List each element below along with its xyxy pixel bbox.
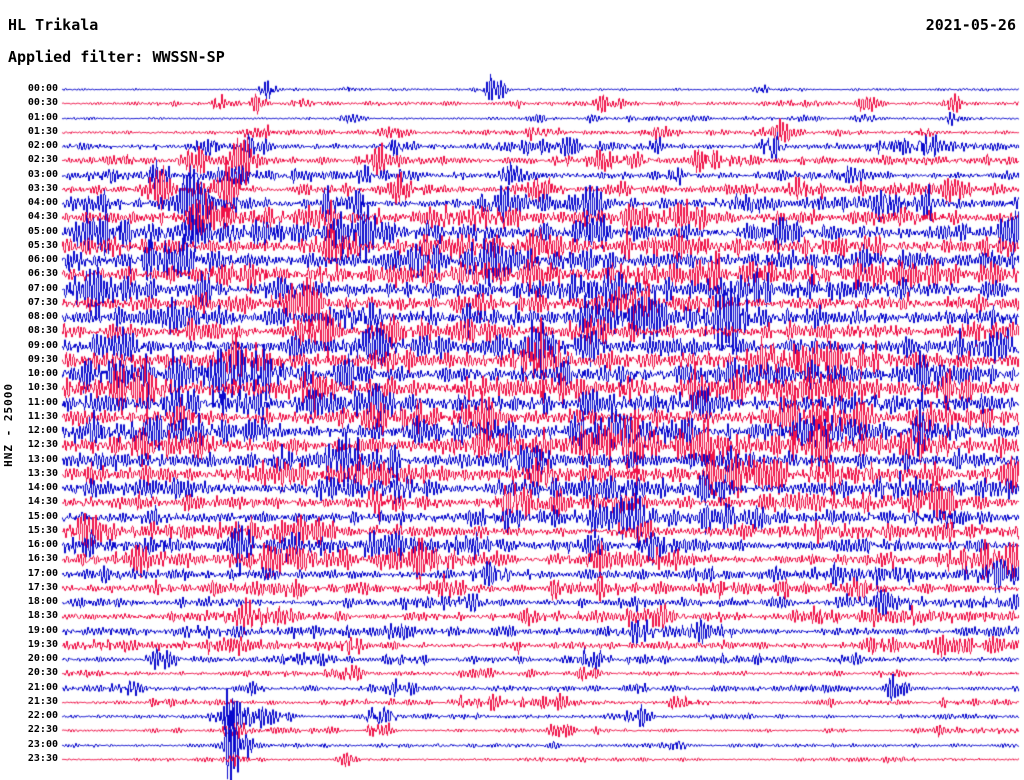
trace-time-label: 16:30 — [27, 553, 58, 565]
trace-time-label: 19:30 — [27, 638, 58, 650]
trace-time-label: 12:30 — [27, 439, 58, 451]
trace-time-label: 20:30 — [27, 667, 58, 679]
trace-time-label: 11:30 — [27, 410, 58, 422]
trace-time-label: 00:00 — [27, 83, 58, 94]
trace-time-label: 03:30 — [27, 182, 58, 194]
station-title: HL Trikala — [8, 16, 99, 34]
trace-time-label: 22:30 — [27, 724, 58, 736]
trace-time-label: 07:00 — [27, 282, 58, 294]
trace-time-label: 07:30 — [27, 296, 58, 308]
trace-time-label: 05:30 — [27, 239, 58, 251]
trace-time-label: 18:30 — [27, 610, 58, 622]
trace-time-label: 17:30 — [27, 581, 58, 593]
trace-time-label: 09:00 — [27, 339, 58, 351]
trace-time-label: 23:00 — [27, 738, 58, 750]
trace-time-label: 14:00 — [27, 482, 58, 494]
trace-time-label: 01:30 — [27, 125, 58, 137]
trace-time-label: 10:00 — [27, 368, 58, 380]
trace-time-label: 22:00 — [27, 710, 58, 722]
trace-time-label: 21:30 — [27, 695, 58, 707]
trace-time-label: 02:30 — [27, 154, 58, 166]
trace-time-label: 11:00 — [27, 396, 58, 408]
trace-time-label: 02:00 — [27, 140, 58, 152]
trace-time-label: 01:00 — [27, 111, 58, 123]
filter-label: Applied filter: WWSSN-SP — [8, 48, 225, 66]
plot-date: 2021-05-26 — [925, 16, 1016, 34]
trace-time-label: 13:30 — [27, 467, 58, 479]
trace-time-label: 17:00 — [27, 567, 58, 579]
trace-time-label: 08:00 — [27, 311, 58, 323]
trace-time-label: 08:30 — [27, 325, 58, 337]
trace-time-label: 16:00 — [27, 539, 58, 551]
trace-time-label: 10:30 — [27, 382, 58, 394]
trace-time-label: 19:00 — [27, 624, 58, 636]
trace-time-label: 23:30 — [27, 753, 58, 764]
trace-time-label: 13:00 — [27, 453, 58, 465]
trace-time-label: 21:00 — [27, 681, 58, 693]
trace-time-label: 14:30 — [27, 496, 58, 508]
trace-time-label: 15:00 — [27, 510, 58, 522]
trace-time-label: 20:00 — [27, 653, 58, 665]
trace-time-label: 04:30 — [27, 211, 58, 223]
trace-time-label: 18:00 — [27, 596, 58, 608]
channel-scale-label: HNZ - 25000 — [1, 330, 16, 520]
trace-time-label: 06:30 — [27, 268, 58, 280]
trace-time-label: 12:00 — [27, 425, 58, 437]
trace-time-label: 06:00 — [27, 254, 58, 266]
trace-time-label: 00:30 — [27, 97, 58, 109]
trace-time-label: 04:00 — [27, 197, 58, 209]
trace-time-label: 15:30 — [27, 524, 58, 536]
trace-time-label: 03:00 — [27, 168, 58, 180]
trace-time-label: 09:30 — [27, 353, 58, 365]
channel-scale-text: HNZ - 25000 — [2, 383, 15, 467]
trace-time-label: 05:00 — [27, 225, 58, 237]
